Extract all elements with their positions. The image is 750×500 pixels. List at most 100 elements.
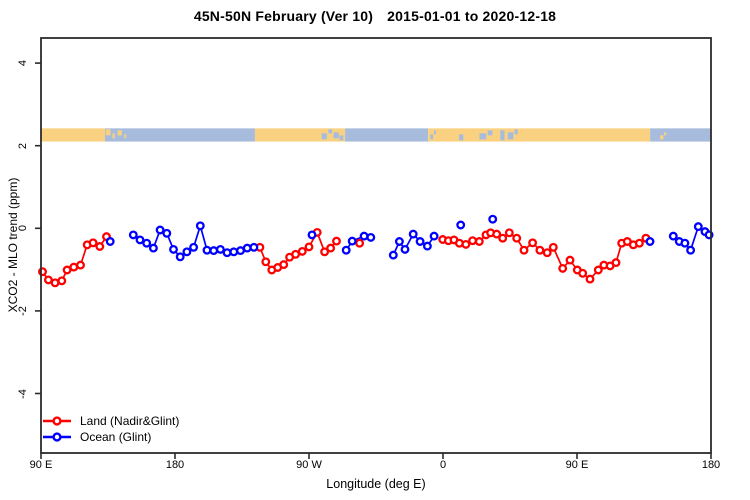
data-point-ocean [148,243,158,253]
data-point-ocean [686,245,696,255]
data-point-ocean [105,237,115,246]
legend-label-land: Land (Nadir&Glint) [80,414,180,428]
data-point-land [326,243,336,253]
y-axis-label: XCO2 - MLO trend (ppm) [6,177,20,313]
data-point-ocean [209,246,219,256]
band-speckle-land [105,129,111,136]
x-tick-label: 90 E [565,459,589,471]
data-point-ocean [359,231,369,241]
band-speckle-ocean [434,130,436,135]
data-point-ocean [422,241,432,251]
data-point-ocean [229,247,239,257]
data-point-land [611,258,621,268]
data-point-ocean [135,235,145,245]
data-point-ocean [347,236,357,246]
data-point-ocean [128,230,138,240]
data-point-ocean [388,250,398,260]
data-point-land [297,246,307,256]
data-point-land [95,242,105,251]
band-speckle-land [124,134,127,139]
data-point-ocean [408,229,418,239]
band-segment-ocean [345,128,429,142]
data-point-ocean [400,244,410,254]
band-speckle-land [112,133,115,139]
band-speckle-ocean [321,133,327,140]
data-point-land [578,268,588,278]
data-point-ocean [366,232,376,242]
band-speckle-ocean [479,133,487,140]
title-dates: 2015-01-01 to 2020-12-18 [387,8,557,24]
band-speckle-ocean [500,130,505,141]
data-point-land [355,238,365,248]
band-speckle-ocean [487,130,493,136]
x-tick-label: 90 E [29,459,53,471]
band-speckle-ocean [430,134,434,140]
data-point-land [474,237,484,246]
chart-title: 45N-50N February (Ver 10) 2015-01-01 to 2… [0,8,750,24]
x-tick-label: 180 [701,459,721,471]
data-point-ocean [182,247,192,257]
data-point-ocean [142,238,152,248]
data-point-ocean [155,225,165,235]
data-point-land [548,242,558,252]
title-region: 45N-50N February (Ver 10) [193,8,374,24]
data-point-land [279,260,289,270]
data-point-land [468,236,478,246]
data-point-ocean [175,252,185,262]
data-point-land [291,249,301,259]
data-point-land [261,257,271,267]
data-point-ocean [169,244,178,254]
data-point-land [492,229,502,239]
x-tick-label: 90 W [296,459,322,471]
x-axis-label: Longitude (deg E) [326,477,426,491]
data-point-ocean [415,237,425,246]
data-point-ocean [645,237,655,246]
data-point-land [565,255,575,265]
data-point-land [43,275,53,285]
legend-item-land: Land (Nadir&Glint) [42,413,179,429]
legend-item-ocean: Ocean (Glint) [42,429,179,445]
data-point-land [332,236,341,246]
x-tick-label: 180 [165,459,185,471]
data-point-land [461,239,471,249]
data-point-ocean [429,231,439,241]
data-point-land [585,274,595,284]
plot-frame [40,37,712,454]
data-point-ocean [394,237,404,246]
data-point-ocean [307,230,317,240]
legend-label-ocean: Ocean (Glint) [80,430,152,444]
y-tick-label: 4 [17,60,29,67]
data-point-ocean [680,238,690,248]
data-point-land [57,276,67,286]
data-point-ocean [249,242,259,252]
y-tick-label: -4 [17,388,29,399]
data-point-land [76,260,85,270]
data-point-land [504,228,514,238]
data-point-land [512,233,522,243]
band-speckle-ocean [514,129,518,135]
data-point-land [498,233,508,243]
data-point-ocean [222,248,232,258]
ocean-series-marker-icon [43,432,71,442]
band-speckle-ocean [328,129,333,134]
data-point-ocean [189,242,199,252]
band-speckle-ocean [339,135,344,141]
band-speckle-land [664,132,667,136]
band-speckle-ocean [459,134,464,141]
data-point-land [634,238,644,248]
data-point-ocean [162,228,172,238]
data-point-ocean [668,231,678,241]
data-point-land [593,265,603,275]
data-point-ocean [488,214,498,224]
data-point-land [304,242,314,252]
band-speckle-land [117,130,122,136]
data-point-ocean [242,243,252,253]
band-segment-ocean [105,128,255,142]
data-point-ocean [693,222,703,232]
data-point-land [62,265,72,275]
data-point-land [519,245,529,255]
legend: Land (Nadir&Glint) Ocean (Glint) [42,413,179,445]
band-speckle-land [660,135,664,140]
